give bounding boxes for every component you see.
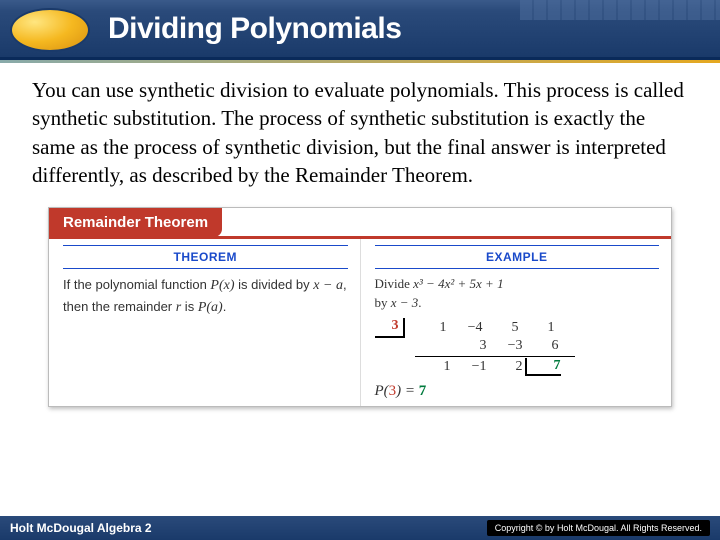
syn-r2-c4: 6 [523,338,559,354]
syn-r3-c1: 1 [415,359,451,375]
theorem-text-2: is divided by [235,277,314,292]
example-dot: . [418,295,421,310]
theorem-column: THEOREM If the polynomial function P(x) … [49,239,361,405]
theorem-statement: If the polynomial function P(x) is divid… [63,275,348,318]
syn-r1-c4: 1 [519,320,555,336]
syn-row-1: 3 1 −4 5 1 [375,318,660,338]
syn-r1-c3: 5 [483,320,519,336]
example-by-text: by [375,295,391,310]
p-mid: ) = [396,383,419,399]
slide-header: Dividing Polynomials [0,0,720,60]
theorem-pa: P(a) [198,300,223,315]
theorem-text-5: . [223,299,227,314]
example-heading: EXAMPLE [375,245,660,269]
syn-row-3: 1 −1 2 7 [409,359,660,375]
card-tab-label: Remainder Theorem [49,208,222,237]
header-grid-decoration [520,0,720,20]
logo-capsule [10,8,90,52]
example-column: EXAMPLE Divide x³ − 4x² + 5x + 1 by x − … [361,239,672,405]
syn-remainder: 7 [525,358,561,376]
p-val: 7 [419,383,427,399]
example-divide-text: Divide [375,276,414,291]
p-pref: P( [375,383,389,399]
footer-copyright: Copyright © by Holt McDougal. All Rights… [487,520,710,536]
syn-r3-c2: −1 [451,359,487,375]
slide-footer: Holt McDougal Algebra 2 Copyright © by H… [0,516,720,540]
card-columns: THEOREM If the polynomial function P(x) … [49,239,671,405]
theorem-heading: THEOREM [63,245,348,269]
synthetic-division: 3 1 −4 5 1 3 −3 6 1 −1 [375,318,660,375]
footer-brand: Holt McDougal Algebra 2 [10,521,152,535]
example-divisor: x − 3 [391,295,419,310]
theorem-text-4: is [181,299,198,314]
theorem-card: Remainder Theorem THEOREM If the polynom… [48,207,672,406]
syn-r3-c4: 7 [523,359,559,375]
syn-r2-c1 [415,338,451,354]
syn-row-2: 3 −3 6 [409,338,660,354]
syn-divisor: 3 [375,318,405,338]
syn-r1-c1: 1 [411,320,447,336]
header-underline [0,60,720,63]
syn-r1-c2: −4 [447,320,483,336]
syn-line [415,356,575,357]
theorem-px: P(x) [210,278,234,293]
syn-r2-c3: −3 [487,338,523,354]
syn-r2-c2: 3 [451,338,487,354]
body-paragraph: You can use synthetic division to evalua… [0,60,720,199]
theorem-xa: x − a [313,278,343,293]
slide-title: Dividing Polynomials [108,12,401,46]
syn-r3-c3: 2 [487,359,523,375]
theorem-text-1: If the polynomial function [63,277,210,292]
example-poly: x³ − 4x² + 5x + 1 [413,276,503,291]
example-statement: Divide x³ − 4x² + 5x + 1 by x − 3. [375,275,660,311]
syn-coeffs: 1 −4 5 1 [405,320,555,336]
p-result: P(3) = 7 [375,383,660,400]
